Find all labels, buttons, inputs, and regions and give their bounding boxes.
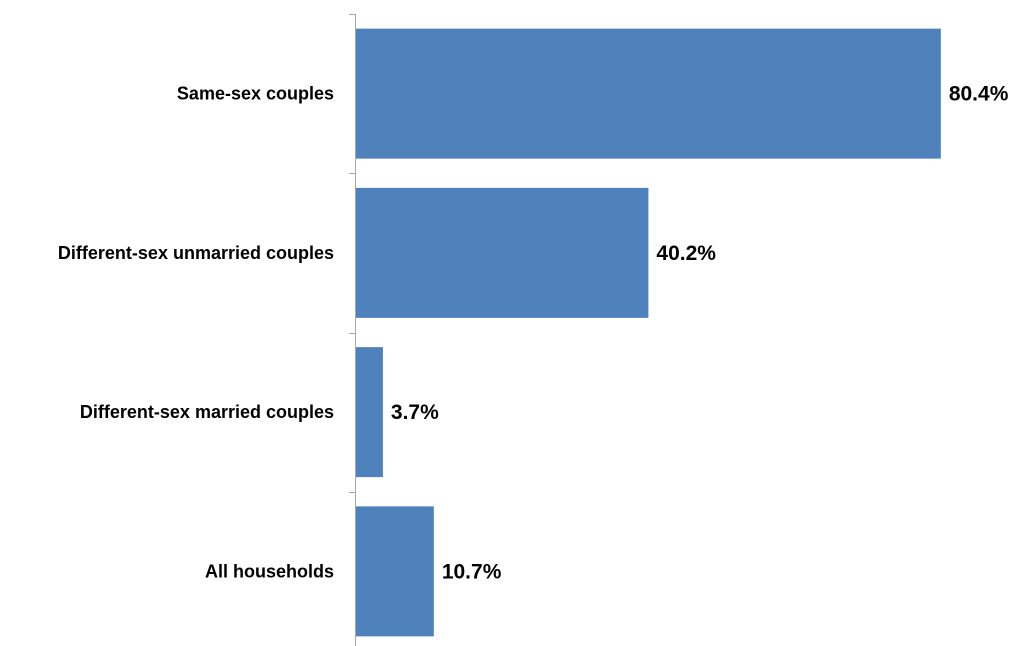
category-label: All households bbox=[205, 561, 334, 581]
category-axis bbox=[349, 14, 356, 646]
category-label: Different-sex married couples bbox=[80, 402, 334, 422]
data-label: 3.7% bbox=[391, 401, 439, 424]
bar bbox=[356, 347, 383, 478]
labels: Same-sex couples 80.4% Different-sex unmar… bbox=[58, 83, 1009, 584]
data-label: 80.4% bbox=[949, 83, 1009, 106]
category-label: Same-sex couples bbox=[177, 84, 334, 104]
bar bbox=[356, 28, 941, 159]
category-label: Different-sex unmarried couples bbox=[58, 243, 334, 263]
bars bbox=[356, 28, 941, 637]
bar bbox=[356, 506, 434, 637]
data-label: 40.2% bbox=[656, 242, 716, 265]
data-label: 10.7% bbox=[442, 560, 502, 583]
bar bbox=[356, 187, 649, 318]
